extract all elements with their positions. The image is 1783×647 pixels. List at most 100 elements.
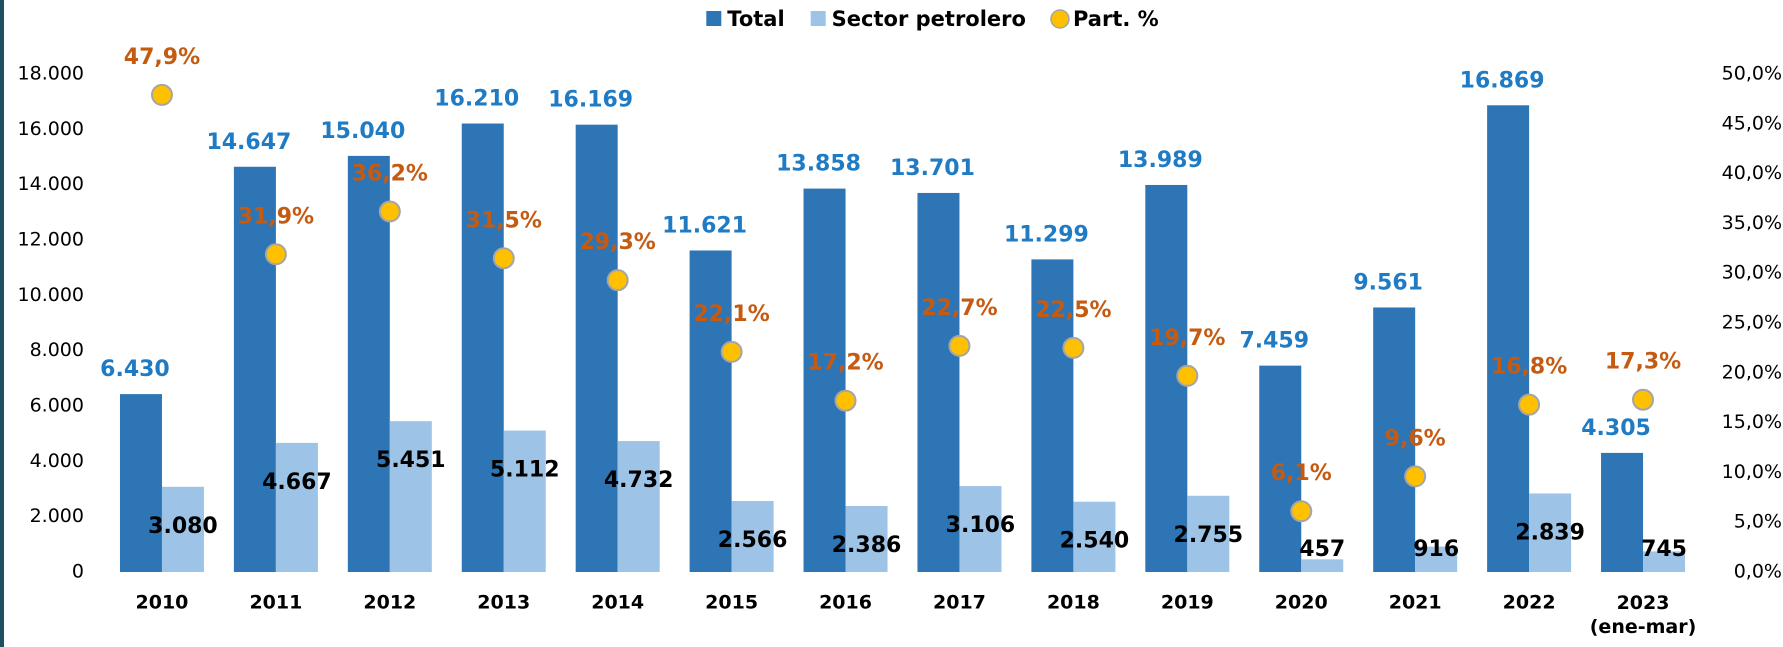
x-tick-label: 2021 xyxy=(1389,592,1442,614)
data-label: 47,9% xyxy=(124,45,200,70)
data-label: 9,6% xyxy=(1385,426,1446,451)
x-tick-label: 2020 xyxy=(1275,592,1328,614)
legend-swatch xyxy=(810,11,826,26)
data-label: 745 xyxy=(1641,537,1687,562)
marker xyxy=(1062,336,1085,359)
data-label: 15.040 xyxy=(320,119,405,144)
y2-tick-label: 0,0% xyxy=(1734,561,1782,583)
marker xyxy=(1176,364,1199,387)
data-label: 11.621 xyxy=(662,213,747,238)
data-label: 9.561 xyxy=(1353,270,1423,295)
bar xyxy=(1259,365,1302,572)
data-label: 22,7% xyxy=(921,296,997,321)
bar xyxy=(959,486,1002,572)
y-tick-label: 16.000 xyxy=(18,118,84,140)
y2-tick-label: 45,0% xyxy=(1722,112,1782,134)
y2-tick-label: 30,0% xyxy=(1722,262,1782,284)
data-label: 31,9% xyxy=(238,204,314,229)
bar xyxy=(347,155,390,573)
data-label: 2.839 xyxy=(1515,520,1585,545)
marker xyxy=(264,243,287,266)
bar xyxy=(275,442,318,572)
data-label: 2.566 xyxy=(718,528,788,553)
data-label: 14.647 xyxy=(206,130,291,155)
bar xyxy=(1487,105,1530,572)
data-label: 4.305 xyxy=(1581,416,1651,441)
data-label: 13.989 xyxy=(1118,148,1203,173)
bar xyxy=(575,124,618,573)
data-label: 17,2% xyxy=(807,351,883,376)
edge-stripe xyxy=(0,0,4,647)
marker xyxy=(834,389,857,412)
bar xyxy=(845,505,888,572)
y-tick-label: 0 xyxy=(72,561,84,583)
marker xyxy=(606,269,629,292)
data-label: 16.169 xyxy=(548,88,633,113)
data-label: 13.858 xyxy=(776,152,861,177)
data-label: 16.210 xyxy=(434,87,519,112)
data-label: 5.112 xyxy=(490,458,560,483)
y2-tick-label: 25,0% xyxy=(1722,312,1782,334)
bar xyxy=(731,501,774,572)
data-label: 4.732 xyxy=(604,468,674,493)
legend-label: Sector petrolero xyxy=(832,7,1026,31)
bar xyxy=(617,441,660,572)
bar xyxy=(803,188,846,572)
y2-tick-label: 15,0% xyxy=(1722,411,1782,433)
data-label: 6.430 xyxy=(100,357,170,382)
marker xyxy=(1632,388,1655,411)
y-tick-label: 18.000 xyxy=(18,63,84,85)
y-tick-label: 2.000 xyxy=(30,505,84,527)
data-label: 11.299 xyxy=(1004,222,1089,247)
marker xyxy=(378,200,401,223)
data-label: 36,2% xyxy=(352,161,428,186)
data-label: 5.451 xyxy=(376,448,446,473)
y-tick-label: 14.000 xyxy=(18,173,84,195)
x-tick-label: 2022 xyxy=(1503,592,1556,614)
bar xyxy=(1187,495,1230,572)
data-label: 16,8% xyxy=(1491,355,1567,380)
marker xyxy=(492,247,515,270)
data-label: 22,5% xyxy=(1035,298,1111,323)
x-tick-label: 2011 xyxy=(249,592,302,614)
data-label: 6,1% xyxy=(1271,461,1332,486)
data-label: 3.106 xyxy=(946,513,1016,538)
x-tick-label: 2013 xyxy=(477,592,530,614)
y-tick-label: 8.000 xyxy=(30,339,84,361)
x-tick-label: 2012 xyxy=(363,592,416,614)
bar xyxy=(917,192,960,572)
data-label: 29,3% xyxy=(580,230,656,255)
data-label: 3.080 xyxy=(148,514,218,539)
marker xyxy=(1290,500,1313,523)
x-tick-label: 2019 xyxy=(1161,592,1214,614)
x-tick-label: 2018 xyxy=(1047,592,1100,614)
x-tick-label: 2010 xyxy=(136,592,189,614)
data-label: 2.755 xyxy=(1174,523,1244,548)
x-tick-label: 2015 xyxy=(705,592,758,614)
data-label: 17,3% xyxy=(1605,350,1681,375)
bar xyxy=(1529,493,1572,572)
data-label: 13.701 xyxy=(890,156,975,181)
data-label: 2.540 xyxy=(1060,529,1130,554)
y2-tick-label: 50,0% xyxy=(1722,63,1782,85)
y2-tick-label: 40,0% xyxy=(1722,162,1782,184)
bar xyxy=(503,430,546,572)
y2-tick-label: 20,0% xyxy=(1722,361,1782,383)
legend-swatch xyxy=(706,11,722,26)
legend-label: Total xyxy=(727,7,784,31)
legend-label: Part. % xyxy=(1073,7,1159,31)
bar xyxy=(233,166,276,572)
bar xyxy=(161,486,204,572)
bar xyxy=(1601,452,1644,572)
data-label: 916 xyxy=(1413,537,1459,562)
bar xyxy=(119,394,162,572)
bar xyxy=(461,123,504,573)
data-label: 19,7% xyxy=(1149,326,1225,351)
x-tick-label: 2014 xyxy=(591,592,644,614)
data-label: 4.667 xyxy=(262,470,332,495)
data-label: 22,1% xyxy=(693,302,769,327)
legend: Total Sector petrolero Part. % xyxy=(706,7,1159,31)
bar xyxy=(1415,546,1458,572)
data-label: 7.459 xyxy=(1239,329,1309,354)
marker xyxy=(948,334,971,357)
